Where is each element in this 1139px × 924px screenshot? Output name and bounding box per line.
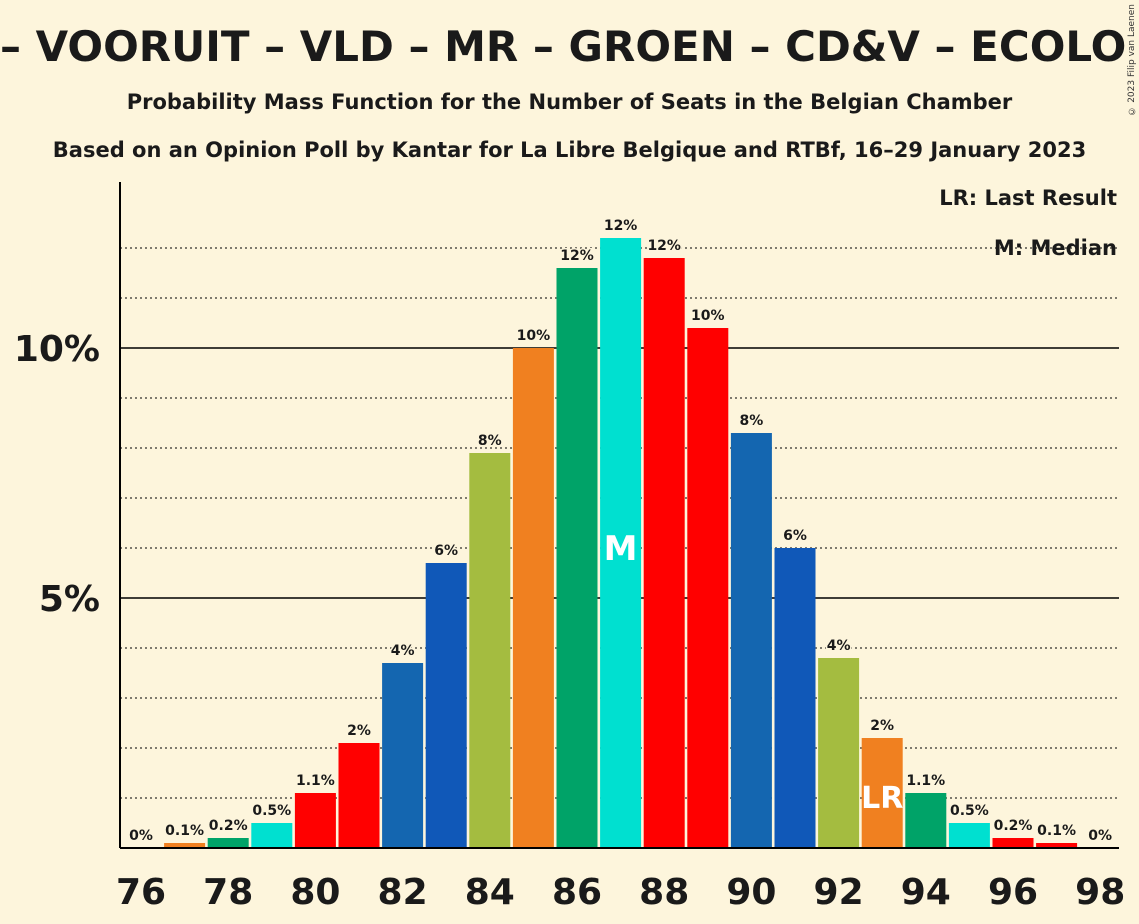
bar-seat-93 (861, 738, 903, 848)
bar-seat-97 (1036, 843, 1078, 848)
bar-value-label: 6% (434, 543, 458, 559)
bar-value-label: 4% (827, 638, 851, 654)
bar-seat-88 (643, 258, 685, 848)
bar-seat-92 (818, 658, 860, 848)
x-tick-label: 90 (726, 872, 776, 913)
x-tick-label: 78 (203, 872, 253, 913)
bar-seat-87 (600, 238, 642, 848)
legend-median: M: Median (993, 236, 1117, 260)
bar-seat-80 (294, 793, 336, 848)
bar-seat-84 (469, 453, 511, 848)
bar-seat-77 (164, 843, 206, 848)
chart-subtitle: Probability Mass Function for the Number… (126, 90, 1013, 114)
y-tick-label: 5% (39, 579, 100, 620)
bar-value-label: 4% (391, 643, 415, 659)
x-tick-label: 76 (116, 872, 166, 913)
bar-seat-85 (512, 348, 554, 848)
bar-seat-82 (382, 663, 424, 848)
bar-value-label: 0% (129, 828, 153, 844)
bar-value-label: 0.1% (165, 823, 204, 839)
bar-value-label: 0.2% (209, 818, 248, 834)
bar-value-label: 0.5% (252, 803, 291, 819)
bar-value-label: 0% (1088, 828, 1112, 844)
median-marker: M (604, 529, 638, 569)
bar-value-label: 8% (478, 433, 502, 449)
x-tick-label: 92 (814, 872, 864, 913)
bar-value-label: 1.1% (296, 773, 335, 789)
bar-value-label: 8% (740, 413, 764, 429)
last-result-marker: LR (861, 781, 903, 816)
bar-value-label: 0.5% (950, 803, 989, 819)
x-tick-label: 84 (465, 872, 515, 913)
bar-value-label: 12% (560, 248, 594, 264)
x-tick-label: 82 (378, 872, 428, 913)
bar-seat-95 (948, 823, 990, 848)
bar-seat-81 (338, 743, 380, 848)
bar-value-label: 10% (517, 328, 551, 344)
bar-seat-83 (425, 563, 467, 848)
x-tick-label: 80 (290, 872, 340, 913)
x-tick-label: 94 (901, 872, 951, 913)
bar-seat-78 (207, 838, 249, 848)
bar-value-label: 12% (647, 238, 681, 254)
bar-value-label: 12% (604, 218, 638, 234)
bar-value-label: 1.1% (906, 773, 945, 789)
bar-seat-86 (556, 268, 598, 848)
bar-seat-79 (251, 823, 293, 848)
bar-seat-89 (687, 328, 729, 848)
bar-seat-94 (905, 793, 947, 848)
x-tick-label: 96 (988, 872, 1038, 913)
y-tick-label: 10% (14, 329, 100, 370)
bar-value-label: 10% (691, 308, 725, 324)
bar-value-label: 6% (783, 528, 807, 544)
bar-value-label: 2% (347, 723, 371, 739)
bar-value-label: 2% (870, 718, 894, 734)
chart-source: Based on an Opinion Poll by Kantar for L… (52, 138, 1087, 162)
x-tick-label: 86 (552, 872, 602, 913)
x-tick-label: 98 (1075, 872, 1125, 913)
bar-seat-91 (774, 548, 816, 848)
bar-seat-90 (730, 433, 772, 848)
x-tick-label: 88 (639, 872, 689, 913)
legend-last-result: LR: Last Result (939, 186, 1117, 210)
chart-title: – VOORUIT – VLD – MR – GROEN – CD&V – EC… (0, 22, 1139, 71)
bar-value-label: 0.2% (994, 818, 1033, 834)
bar-value-label: 0.1% (1037, 823, 1076, 839)
bar-seat-96 (992, 838, 1034, 848)
